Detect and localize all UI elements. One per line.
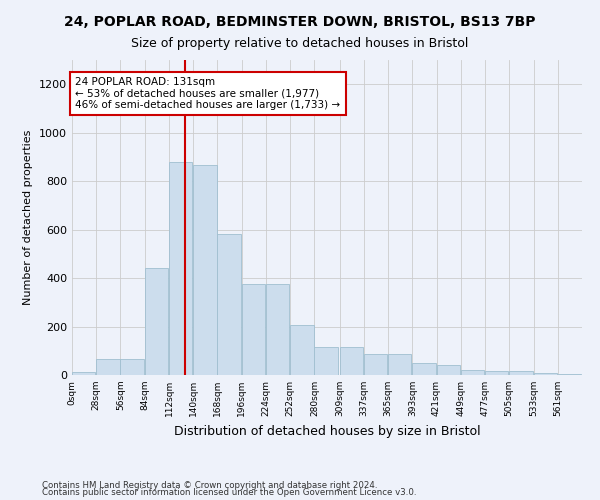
Text: 24, POPLAR ROAD, BEDMINSTER DOWN, BRISTOL, BS13 7BP: 24, POPLAR ROAD, BEDMINSTER DOWN, BRISTO… (64, 15, 536, 29)
Bar (242, 284, 265, 375)
Bar (217, 234, 241, 375)
Bar (509, 372, 533, 375)
Bar (266, 284, 289, 375)
Text: Size of property relative to detached houses in Bristol: Size of property relative to detached ho… (131, 38, 469, 51)
Bar (169, 162, 193, 375)
Bar (388, 354, 412, 375)
Bar (121, 359, 144, 375)
Bar (533, 373, 557, 375)
Text: 24 POPLAR ROAD: 131sqm
← 53% of detached houses are smaller (1,977)
46% of semi-: 24 POPLAR ROAD: 131sqm ← 53% of detached… (76, 77, 341, 110)
Bar (314, 347, 338, 375)
Bar (364, 354, 387, 375)
X-axis label: Distribution of detached houses by size in Bristol: Distribution of detached houses by size … (173, 424, 481, 438)
Bar (340, 347, 363, 375)
Text: Contains HM Land Registry data © Crown copyright and database right 2024.: Contains HM Land Registry data © Crown c… (42, 480, 377, 490)
Y-axis label: Number of detached properties: Number of detached properties (23, 130, 34, 305)
Bar (193, 166, 217, 375)
Bar (145, 268, 168, 375)
Bar (290, 326, 314, 375)
Bar (485, 372, 508, 375)
Bar (72, 372, 95, 375)
Bar (437, 366, 460, 375)
Bar (96, 359, 119, 375)
Bar (558, 374, 581, 375)
Text: Contains public sector information licensed under the Open Government Licence v3: Contains public sector information licen… (42, 488, 416, 497)
Bar (461, 370, 484, 375)
Bar (412, 363, 436, 375)
